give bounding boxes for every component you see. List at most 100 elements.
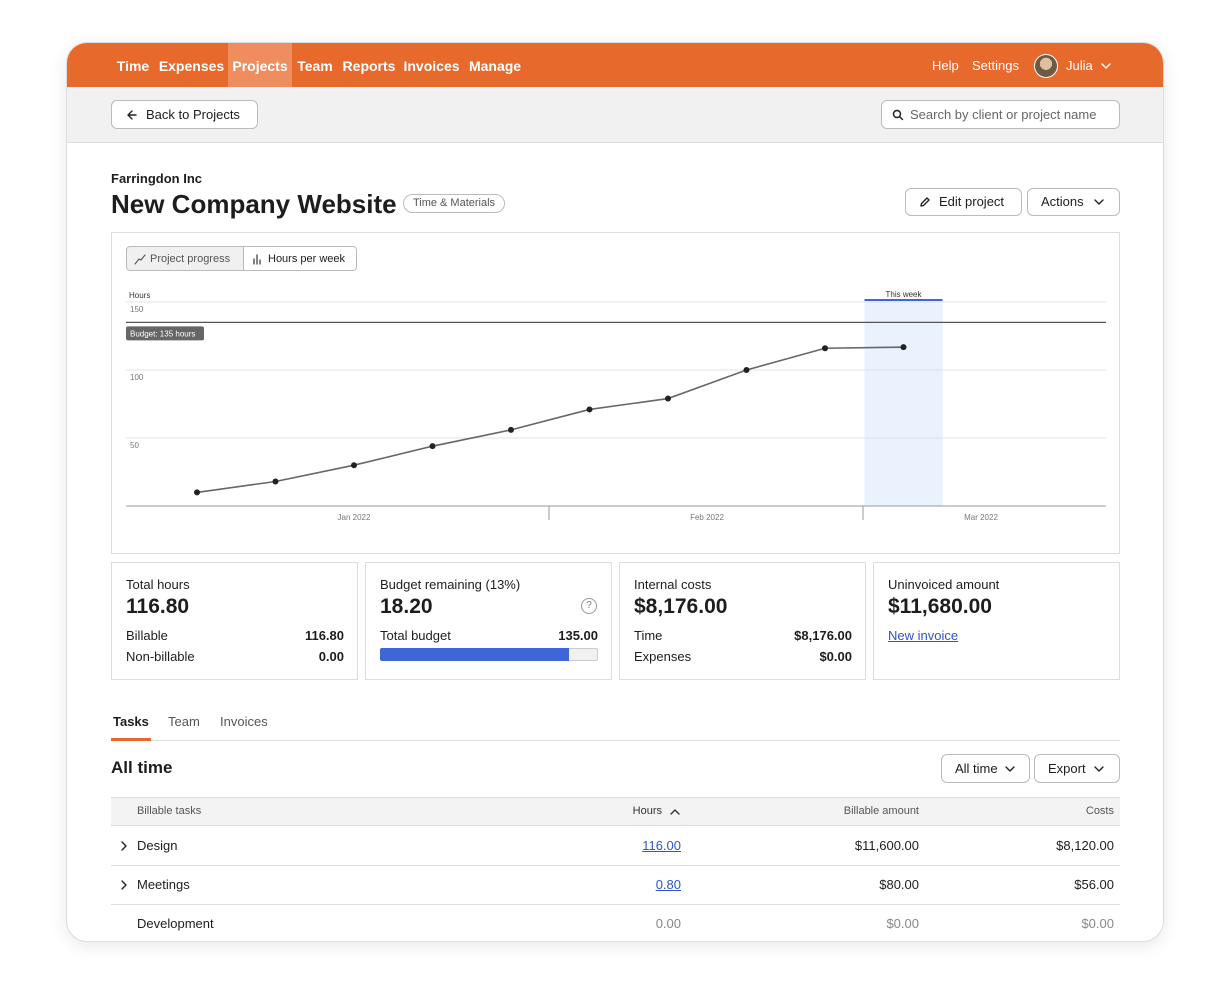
nav-item[interactable]: Expenses — [158, 58, 225, 74]
nav-item[interactable]: Invoices — [403, 58, 460, 74]
row-divider — [111, 904, 1120, 905]
toggle-label: Hours per week — [268, 253, 346, 265]
y-axis-label: Hours — [129, 291, 150, 300]
stat-value: $8,176.00 — [634, 595, 728, 618]
stat-value: 18.20 — [380, 595, 433, 618]
avatar — [1034, 54, 1058, 78]
edit-button[interactable] — [905, 188, 1022, 216]
column-header: Billable amount — [843, 805, 919, 817]
filter-button[interactable] — [941, 754, 1030, 783]
tab[interactable]: Team — [168, 714, 200, 729]
stat-label: Uninvoiced amount — [888, 577, 1000, 592]
data-point — [822, 345, 828, 352]
app-window: Time Expenses Projects Team Reports Invoices M… — [67, 43, 1163, 941]
help-mark: ? — [586, 600, 592, 611]
budget-label: Budget: 135 hours — [130, 329, 195, 338]
x-tick-label: Mar 2022 — [964, 513, 998, 522]
user-name[interactable]: Julia — [1066, 58, 1093, 73]
stat-card — [111, 562, 358, 680]
progress-fill — [380, 648, 569, 661]
data-point — [194, 489, 200, 496]
table-cell[interactable]: 0.80 — [655, 877, 681, 892]
data-point — [429, 443, 436, 450]
toggle-right[interactable] — [243, 246, 357, 271]
stat-label: Total hours — [126, 577, 190, 592]
nav-item[interactable]: Time — [116, 58, 150, 74]
table-cell: $11,600.00 — [854, 838, 919, 853]
badge-label: Time & Materials — [412, 197, 496, 209]
section-title: All time — [111, 758, 173, 777]
tab-underline — [111, 738, 151, 741]
x-tick-label: Jan 2022 — [338, 513, 371, 522]
tab[interactable]: Tasks — [113, 714, 149, 729]
bar-icon — [253, 254, 261, 265]
stat-row-label: Billable — [126, 628, 168, 643]
nav-item[interactable]: Team — [297, 58, 333, 74]
budget-label-bg — [126, 326, 204, 341]
search-placeholder: Search by client or project name — [910, 107, 1097, 122]
data-point — [900, 344, 907, 351]
table-cell: $56.00 — [1074, 877, 1114, 892]
data-point — [743, 367, 750, 373]
data-point — [272, 478, 279, 485]
task-name: Design — [137, 838, 178, 853]
stat-row-value: 116.80 — [304, 628, 344, 643]
project-title: New Company Website — [111, 189, 397, 219]
user-chevron — [1101, 63, 1111, 69]
nav-active-bg — [228, 43, 292, 87]
stat-row-label: Total budget — [380, 628, 451, 643]
actions-chevron — [1094, 199, 1104, 205]
chart-panel — [111, 232, 1120, 554]
data-point — [351, 462, 357, 469]
nav-item[interactable]: Projects — [232, 58, 288, 74]
table-cell: $0.00 — [886, 916, 919, 931]
x-tick-label: Feb 2022 — [690, 513, 724, 522]
stat-value: $11,680.00 — [888, 595, 992, 618]
stat-link[interactable]: New invoice — [888, 628, 959, 643]
expand-chevron — [121, 841, 127, 851]
search-box[interactable] — [881, 100, 1120, 129]
stat-label: Budget remaining (13%) — [380, 577, 521, 592]
stat-row-label: Expenses — [634, 649, 692, 664]
toggle-label: Project progress — [150, 253, 231, 265]
column-header: Hours — [632, 805, 662, 817]
data-point — [665, 395, 671, 402]
actions-button[interactable] — [1027, 188, 1120, 216]
nav-item[interactable]: Reports — [342, 58, 396, 74]
task-name: Meetings — [137, 877, 190, 892]
current-week-label: This week — [885, 290, 922, 299]
progress-line — [196, 346, 904, 494]
toggle-left[interactable] — [126, 246, 244, 271]
nav-item[interactable]: Help — [932, 58, 959, 73]
expand-chevron — [121, 880, 127, 890]
actions-label: Actions — [1041, 194, 1084, 209]
nav-item[interactable]: Settings — [972, 58, 1019, 73]
stat-row-value: 135.00 — [558, 628, 598, 643]
y-tick-label: 50 — [130, 441, 139, 450]
stat-card — [619, 562, 866, 680]
tab-rule — [111, 740, 1120, 741]
y-tick-label: 100 — [130, 373, 144, 382]
back-arrow — [127, 110, 137, 120]
nav-item[interactable]: Manage — [468, 58, 522, 74]
badge — [403, 194, 505, 213]
table-cell: $80.00 — [879, 877, 919, 892]
back-label: Back to Projects — [146, 107, 240, 122]
task-name: Development — [137, 916, 214, 931]
sort-icon — [670, 809, 680, 815]
stat-card — [365, 562, 612, 680]
filter-chevron — [1005, 766, 1015, 772]
line-icon — [134, 254, 146, 265]
search-icon — [892, 109, 904, 121]
export-chevron — [1094, 766, 1104, 772]
table-cell[interactable]: 116.00 — [642, 838, 681, 853]
stat-row-value: $0.00 — [819, 649, 852, 664]
tab[interactable]: Invoices — [220, 714, 268, 729]
y-tick-label: 150 — [130, 305, 144, 314]
pencil-icon — [920, 197, 930, 207]
filter-label: All time — [955, 761, 998, 776]
export-label: Export — [1048, 761, 1086, 776]
export-button[interactable] — [1034, 754, 1120, 783]
stat-label: Internal costs — [634, 577, 712, 592]
table-cell: $8,120.00 — [1056, 838, 1114, 853]
